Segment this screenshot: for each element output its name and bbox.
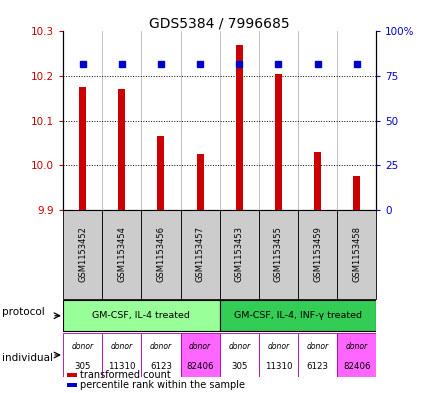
Text: GSM1153456: GSM1153456 [156,226,165,282]
Text: 82406: 82406 [342,362,370,371]
Bar [219,209,258,299]
Bar [336,333,375,377]
Text: GSM1153455: GSM1153455 [273,226,282,282]
Text: GM-CSF, IL-4, INF-γ treated: GM-CSF, IL-4, INF-γ treated [233,311,361,320]
Bar [118,89,125,209]
Bar [63,300,219,331]
Bar [258,333,297,377]
Text: GSM1153459: GSM1153459 [312,226,321,282]
Text: donor: donor [189,342,210,351]
Bar [102,209,141,299]
Title: GDS5384 / 7996685: GDS5384 / 7996685 [149,16,289,30]
Bar [336,209,375,299]
Text: transformed count: transformed count [79,370,170,380]
Text: donor: donor [267,342,289,351]
Text: donor: donor [72,342,93,351]
Text: donor: donor [228,342,250,351]
Bar [141,209,180,299]
Text: 6123: 6123 [150,362,171,371]
Text: GSM1153457: GSM1153457 [195,226,204,282]
Text: GM-CSF, IL-4 treated: GM-CSF, IL-4 treated [92,311,190,320]
Text: individual: individual [2,353,53,363]
Text: 11310: 11310 [108,362,135,371]
Bar [297,333,336,377]
Text: GSM1153454: GSM1153454 [117,226,126,282]
Bar [297,209,336,299]
Text: donor: donor [345,342,367,351]
Bar [258,209,297,299]
Bar [235,45,242,209]
Bar [63,333,102,377]
Bar [180,209,219,299]
Bar [219,300,375,331]
Text: 305: 305 [230,362,247,371]
Bar [102,333,141,377]
Bar [219,333,258,377]
Text: 6123: 6123 [306,362,328,371]
Bar [274,74,281,209]
Bar [313,152,320,209]
Text: 82406: 82406 [186,362,214,371]
Bar [141,333,180,377]
Text: donor: donor [150,342,171,351]
Text: GSM1153453: GSM1153453 [234,226,243,282]
Text: percentile rank within the sample: percentile rank within the sample [79,380,244,390]
Bar [157,136,164,209]
Bar [180,333,219,377]
Bar [79,87,86,209]
Text: 305: 305 [74,362,91,371]
Text: GSM1153458: GSM1153458 [352,226,360,282]
Text: 11310: 11310 [264,362,292,371]
Text: GSM1153452: GSM1153452 [78,226,87,282]
Bar [63,209,102,299]
Bar [352,176,359,209]
Text: donor: donor [111,342,132,351]
Bar [196,154,203,209]
Text: protocol: protocol [2,307,45,318]
Text: donor: donor [306,342,328,351]
